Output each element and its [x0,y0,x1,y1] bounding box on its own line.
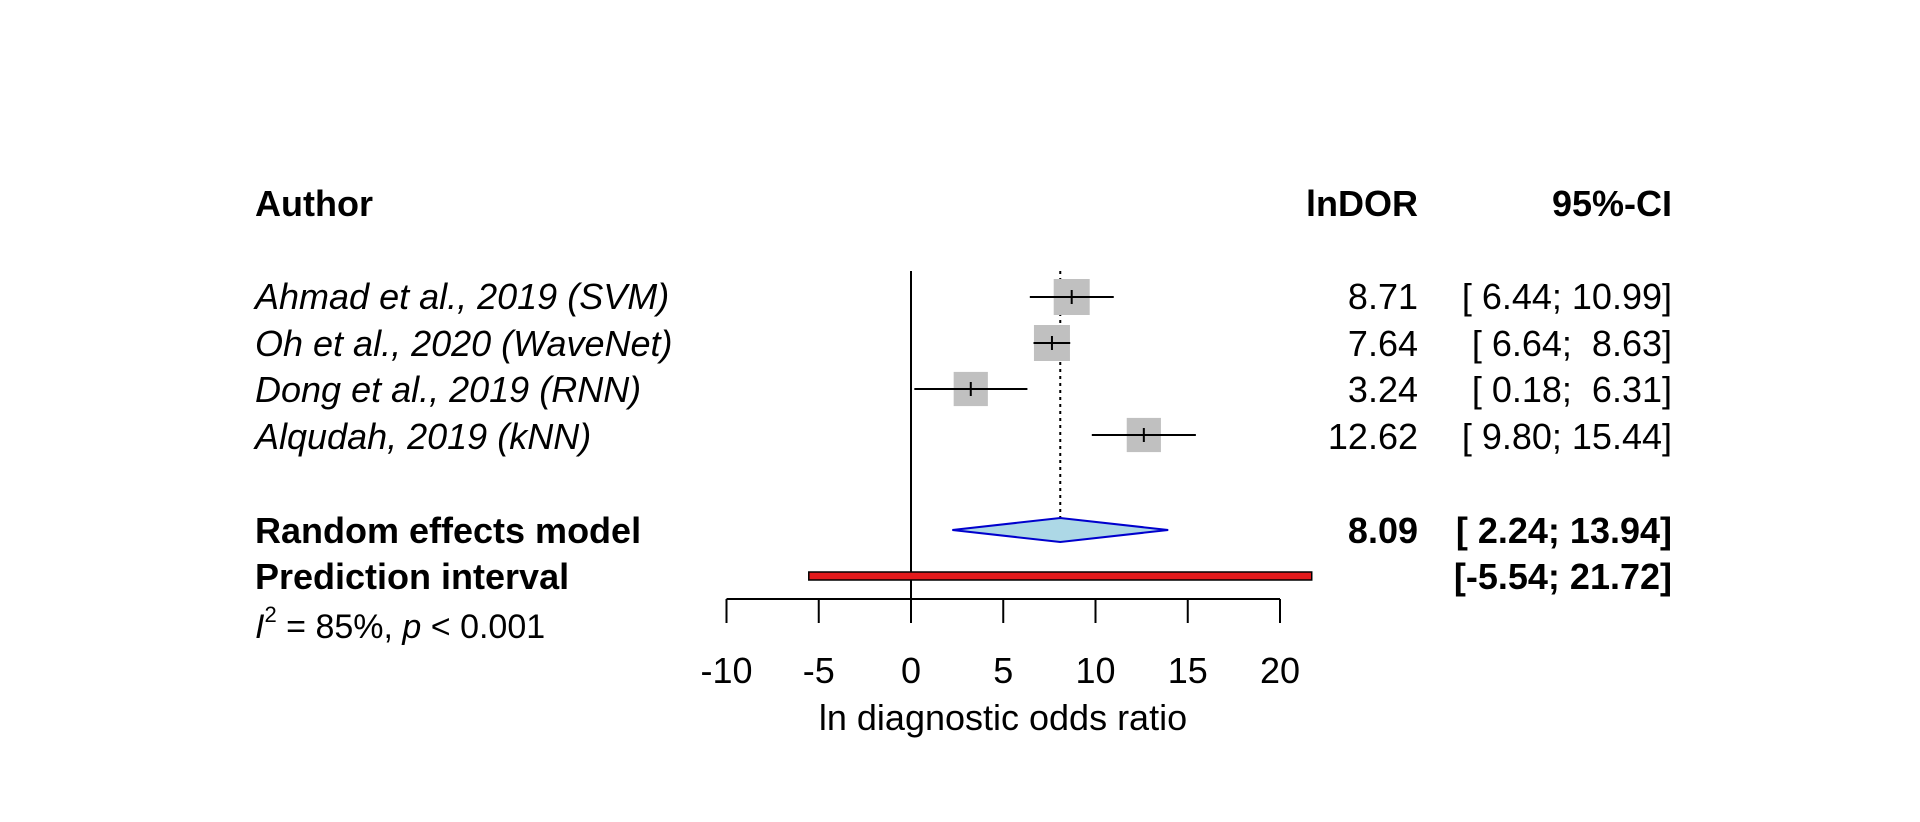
study-label-2: Dong et al., 2019 (RNN) [255,369,641,410]
study-estimate-3: 12.62 [1328,416,1418,457]
x-tick-label-1: -5 [803,650,835,691]
prediction-interval-bar [808,571,1313,581]
random-effects-diamond [952,516,1169,544]
prediction-interval-ci: [-5.54; 21.72] [1454,556,1672,597]
x-tick-label-3: 5 [993,650,1013,691]
x-tick-label-2: 0 [901,650,921,691]
header-author: Author [255,183,373,224]
study-estimate-2: 3.24 [1348,369,1418,410]
study-label-3: Alqudah, 2019 (kNN) [253,416,591,457]
random-effects-label: Random effects model [255,510,641,551]
plot-area: -10 -5 0 5 10 15 20 [700,271,1313,691]
x-tick-label-6: 20 [1260,650,1300,691]
x-tick-label-0: -10 [700,650,752,691]
study-estimate-0: 8.71 [1348,276,1418,317]
study-label-1: Oh et al., 2020 (WaveNet) [255,323,673,364]
x-tick-label-5: 15 [1168,650,1208,691]
random-effects-estimate: 8.09 [1348,510,1418,551]
study-label-0: Ahmad et al., 2019 (SVM) [253,276,669,317]
header-ci: 95%-CI [1552,183,1672,224]
heterogeneity-text: I2 = 85%, p < 0.001 [255,602,545,646]
study-ci-1: [ 6.64; 8.63] [1472,323,1672,364]
study-ci-0: [ 6.44; 10.99] [1462,276,1672,317]
x-tick-label-4: 10 [1075,650,1115,691]
header-estimate: lnDOR [1306,183,1418,224]
study-estimate-1: 7.64 [1348,323,1418,364]
prediction-interval-label: Prediction interval [255,556,569,597]
random-effects-ci: [ 2.24; 13.94] [1456,510,1672,551]
study-ci-3: [ 9.80; 15.44] [1462,416,1672,457]
x-axis-label: ln diagnostic odds ratio [819,697,1187,738]
study-ci-2: [ 0.18; 6.31] [1472,369,1672,410]
